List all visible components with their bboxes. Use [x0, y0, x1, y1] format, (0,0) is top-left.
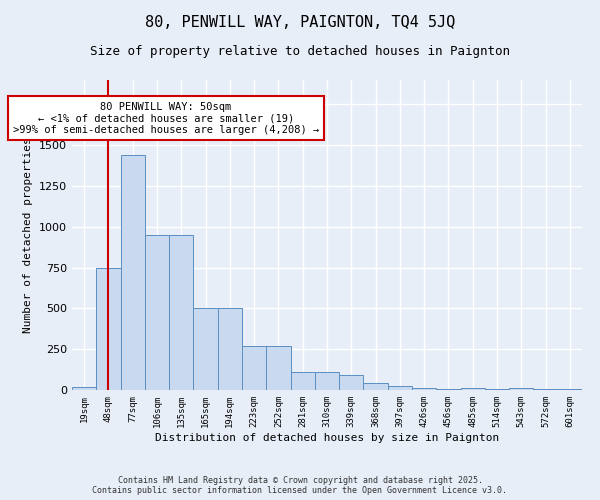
Text: Size of property relative to detached houses in Paignton: Size of property relative to detached ho…: [90, 45, 510, 58]
Y-axis label: Number of detached properties: Number of detached properties: [23, 137, 34, 333]
X-axis label: Distribution of detached houses by size in Paignton: Distribution of detached houses by size …: [155, 432, 499, 442]
Bar: [533, 389, 558, 390]
Bar: [145, 235, 169, 390]
Bar: [96, 268, 121, 390]
Text: Contains HM Land Registry data © Crown copyright and database right 2025.
Contai: Contains HM Land Registry data © Crown c…: [92, 476, 508, 495]
Bar: [121, 155, 145, 390]
Bar: [339, 376, 364, 390]
Bar: [412, 388, 436, 390]
Bar: [193, 308, 218, 390]
Bar: [509, 388, 533, 390]
Bar: [242, 346, 266, 390]
Text: 80, PENWILL WAY, PAIGNTON, TQ4 5JQ: 80, PENWILL WAY, PAIGNTON, TQ4 5JQ: [145, 15, 455, 30]
Bar: [290, 372, 315, 390]
Bar: [315, 372, 339, 390]
Bar: [485, 389, 509, 390]
Bar: [218, 308, 242, 390]
Bar: [72, 386, 96, 390]
Bar: [461, 388, 485, 390]
Bar: [436, 389, 461, 390]
Text: 80 PENWILL WAY: 50sqm
← <1% of detached houses are smaller (19)
>99% of semi-det: 80 PENWILL WAY: 50sqm ← <1% of detached …: [13, 102, 319, 135]
Bar: [266, 346, 290, 390]
Bar: [558, 389, 582, 390]
Bar: [388, 386, 412, 390]
Bar: [364, 384, 388, 390]
Bar: [169, 235, 193, 390]
